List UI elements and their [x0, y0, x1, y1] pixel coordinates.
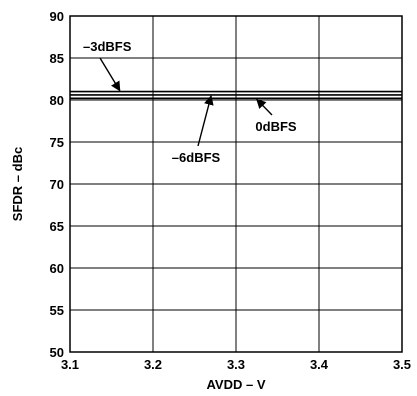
- x-tick-labels: 3.1 3.2 3.3 3.4 3.5: [61, 357, 411, 372]
- plot-frame: [69, 15, 403, 353]
- y-tick-label: 90: [50, 9, 64, 24]
- annotations: –3dBFS –6dBFS 0dBFS: [83, 39, 297, 165]
- y-tick-label: 50: [50, 345, 64, 360]
- y-tick-label: 80: [50, 93, 64, 108]
- y-axis-title: SFDR – dBc: [10, 147, 25, 221]
- y-tick-label: 65: [50, 219, 64, 234]
- x-tick-label: 3.3: [227, 357, 245, 372]
- series-lines: [70, 90, 402, 100]
- x-tick-label: 3.5: [393, 357, 411, 372]
- y-tick-labels: 50 55 60 65 70 75 80 85 90: [50, 9, 64, 360]
- x-axis-title: AVDD – V: [207, 377, 266, 392]
- annotation-label: –3dBFS: [83, 39, 132, 54]
- x-tick-label: 3.4: [310, 357, 329, 372]
- x-tick-label: 3.2: [144, 357, 162, 372]
- y-tick-label: 55: [50, 303, 64, 318]
- annotation-label: 0dBFS: [255, 119, 297, 134]
- y-tick-label: 85: [50, 51, 64, 66]
- annotation-label: –6dBFS: [172, 150, 221, 165]
- grid: [69, 15, 403, 353]
- y-tick-label: 60: [50, 261, 64, 276]
- x-tick-label: 3.1: [61, 357, 79, 372]
- y-tick-label: 70: [50, 177, 64, 192]
- y-tick-label: 75: [50, 135, 64, 150]
- annotation-arrow: [99, 57, 121, 92]
- annotation-arrow: [197, 95, 214, 147]
- annotation-arrow: [256, 98, 273, 116]
